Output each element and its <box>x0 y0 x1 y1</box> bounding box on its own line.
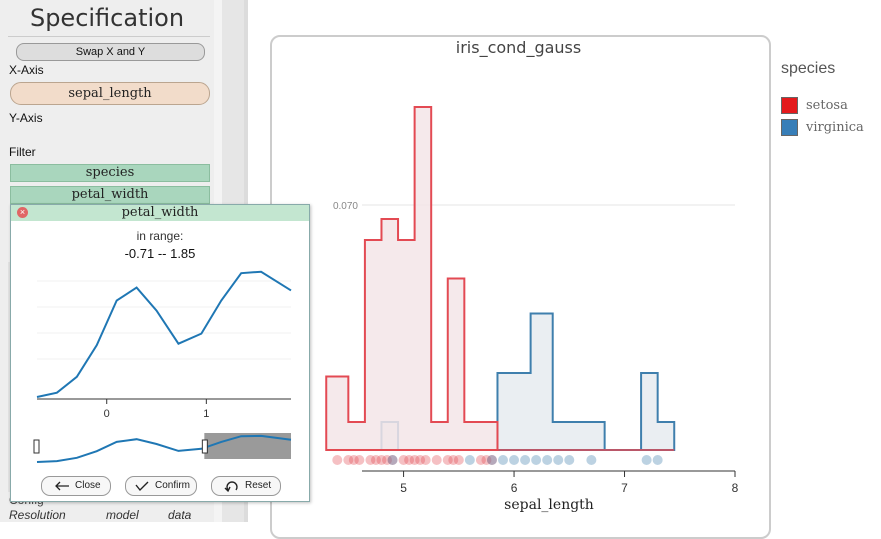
legend-label-setosa[interactable]: setosa <box>806 98 848 113</box>
density-x-tick-label: 0 <box>104 408 110 420</box>
rug-point-setosa <box>448 455 459 465</box>
close-button[interactable]: Close <box>41 476 111 496</box>
rug-point-virginica <box>464 455 475 465</box>
filter-pill-species[interactable]: species <box>10 164 210 182</box>
reset-button[interactable]: Reset <box>211 476 281 496</box>
confirm-button-label: Confirm <box>155 480 191 491</box>
legend-title: species <box>781 60 836 77</box>
reset-button-label: Reset <box>245 480 272 491</box>
arrow-left-icon <box>55 481 69 491</box>
rug-point-setosa <box>348 455 359 465</box>
rug-point-virginica <box>641 455 652 465</box>
brush-handle-left[interactable] <box>33 439 40 454</box>
rug-point-virginica <box>498 455 508 465</box>
rug-point-virginica <box>509 455 520 465</box>
x-axis-field-pill[interactable]: sepal_length <box>10 82 210 105</box>
y-tick-label: 0.070 <box>333 201 358 212</box>
resolution-label: Resolution <box>9 508 66 522</box>
checkmark-icon <box>135 481 149 492</box>
popup-header: petal_width <box>11 205 309 221</box>
rug-point-setosa <box>398 455 409 465</box>
chart-title: iris_cond_gauss <box>455 38 582 57</box>
rug-point-setosa <box>409 455 420 465</box>
rug-point-virginica <box>387 455 398 465</box>
rug-point-virginica <box>542 455 553 465</box>
rug-point-setosa <box>475 455 486 465</box>
density-curve <box>36 270 292 398</box>
main-chart-svg: 0.070 5 6 7 8 sepal_length <box>325 106 739 513</box>
rug-point-virginica <box>564 455 575 465</box>
histogram-setosa <box>325 106 499 451</box>
rug-point-virginica <box>553 455 564 465</box>
rug-point-setosa <box>415 455 426 465</box>
legend-swatch-virginica[interactable] <box>781 119 798 136</box>
confirm-button[interactable]: Confirm <box>125 476 197 496</box>
rug-point-setosa <box>431 455 442 465</box>
rug-point-virginica <box>520 455 531 465</box>
rug-point-virginica <box>486 455 497 465</box>
rug-point-virginica <box>652 455 663 465</box>
x-axis-title: sepal_length <box>504 497 594 513</box>
data-label: data <box>168 508 192 522</box>
rug-point-setosa <box>370 455 381 465</box>
filter-label: Filter <box>9 145 36 159</box>
close-button-label: Close <box>75 480 101 491</box>
rug-point-setosa <box>376 455 387 465</box>
legend-swatch-setosa[interactable] <box>781 97 798 114</box>
range-value: -0.71 -- 1.85 <box>124 246 196 261</box>
x-tick-label: 5 <box>400 481 407 495</box>
x-axis-label: X-Axis <box>9 63 44 77</box>
legend-label-virginica[interactable]: virginica <box>806 120 864 135</box>
rug-point-virginica <box>586 455 597 465</box>
rug-point-setosa <box>343 455 354 465</box>
rug-point-setosa <box>486 455 497 465</box>
rug-point-setosa <box>420 455 431 465</box>
brush-handle-right[interactable] <box>201 439 208 454</box>
rug-point-virginica <box>531 455 542 465</box>
rug-point-setosa <box>404 455 415 465</box>
rug-point-setosa <box>365 455 376 465</box>
y-axis-label: Y-Axis <box>9 111 43 125</box>
swap-axes-button[interactable]: Swap X and Y <box>16 43 205 61</box>
x-tick-label: 7 <box>621 481 628 495</box>
density-x-tick-label: 1 <box>203 408 209 420</box>
range-label: in range: <box>136 229 184 243</box>
brush-density-curve <box>36 434 292 463</box>
rug-point-setosa <box>387 455 398 465</box>
rug-point-setosa <box>382 455 392 465</box>
title-divider <box>8 36 210 37</box>
x-tick-label: 6 <box>511 481 518 495</box>
reset-icon <box>224 481 238 493</box>
popup-close-icon[interactable]: × <box>17 207 28 218</box>
model-label: model <box>106 508 139 522</box>
specification-title: Specification <box>29 4 185 32</box>
rug-point-setosa <box>481 455 492 465</box>
rug-point-setosa <box>453 455 464 465</box>
rug-point-setosa <box>332 455 343 465</box>
rug-point-setosa <box>442 455 453 465</box>
x-tick-label: 8 <box>732 481 739 495</box>
rug-point-setosa <box>354 455 365 465</box>
filter-pill-petal-width[interactable]: petal_width <box>10 186 210 204</box>
